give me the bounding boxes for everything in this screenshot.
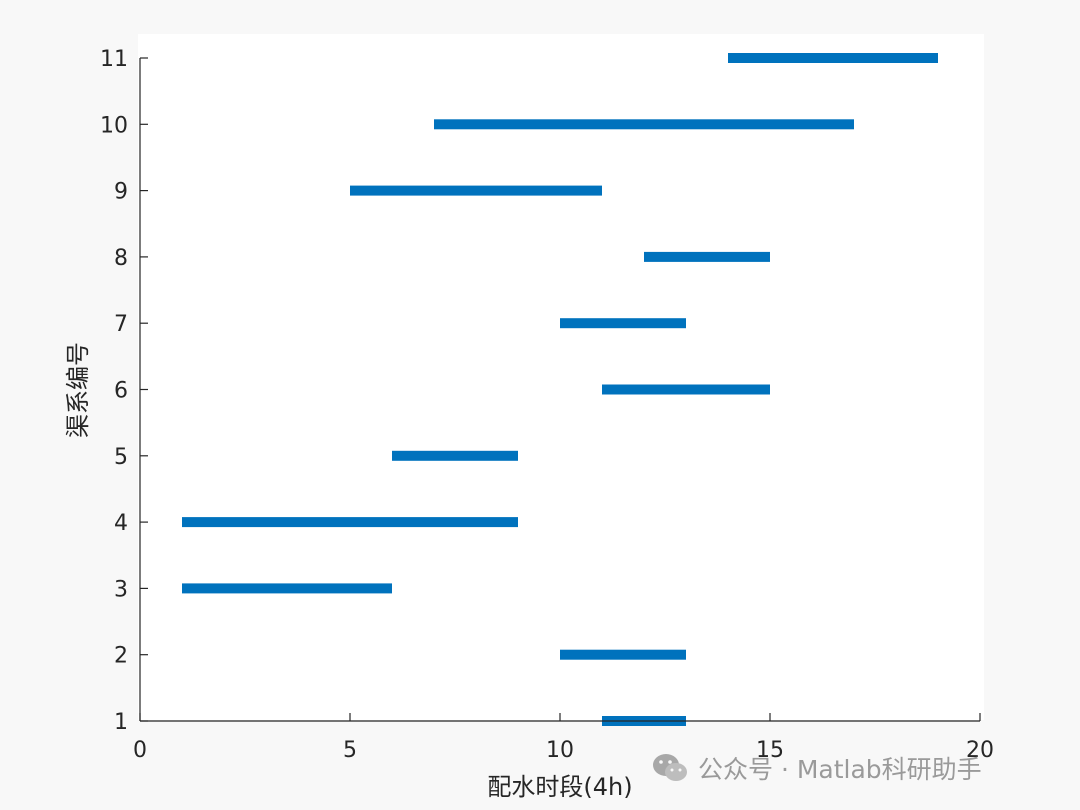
- watermark-text: 公众号 · Matlab科研助手: [698, 755, 982, 784]
- x-axis-label: 配水时段(4h): [487, 773, 632, 801]
- wechat-icon: [653, 754, 687, 781]
- y-axis-label: 渠系编号: [64, 342, 92, 438]
- plot-area: [138, 34, 984, 720]
- axes-layer: [139, 58, 980, 722]
- bar-channel-4: [182, 517, 518, 528]
- x-tick-label: 0: [133, 738, 147, 763]
- x-tick-label: 15: [756, 738, 784, 763]
- bars-layer: [182, 53, 938, 726]
- x-tick-label: 20: [966, 738, 994, 763]
- y-tick-label: 11: [100, 47, 128, 72]
- bar-channel-2: [560, 649, 686, 660]
- y-tick-label: 1: [114, 710, 128, 735]
- y-tick-label: 5: [114, 445, 128, 470]
- watermark: 公众号 · Matlab科研助手: [650, 748, 982, 788]
- bar-channel-3: [182, 583, 392, 594]
- y-tick-label: 2: [114, 644, 128, 669]
- bar-channel-6: [602, 384, 770, 395]
- x-tick-label: 10: [546, 738, 574, 763]
- y-tick-label: 3: [114, 577, 128, 602]
- bar-channel-7: [560, 318, 686, 329]
- y-tick-label: 4: [114, 511, 128, 536]
- ticks-layer: 0 5 10 15 20 1 2 3 4 5 6 7 8 9 10 11: [100, 47, 994, 763]
- bar-channel-11: [728, 53, 938, 63]
- x-tick-label: 5: [343, 738, 357, 763]
- y-tick-label: 9: [114, 180, 128, 205]
- y-tick-label: 8: [114, 246, 128, 271]
- bar-channel-8: [644, 251, 770, 262]
- y-tick-label: 10: [100, 113, 128, 138]
- bar-channel-10: [434, 119, 854, 130]
- y-tick-label: 7: [114, 312, 128, 337]
- bar-channel-9: [350, 185, 602, 196]
- y-tick-label: 6: [114, 379, 128, 404]
- bar-channel-5: [392, 450, 518, 461]
